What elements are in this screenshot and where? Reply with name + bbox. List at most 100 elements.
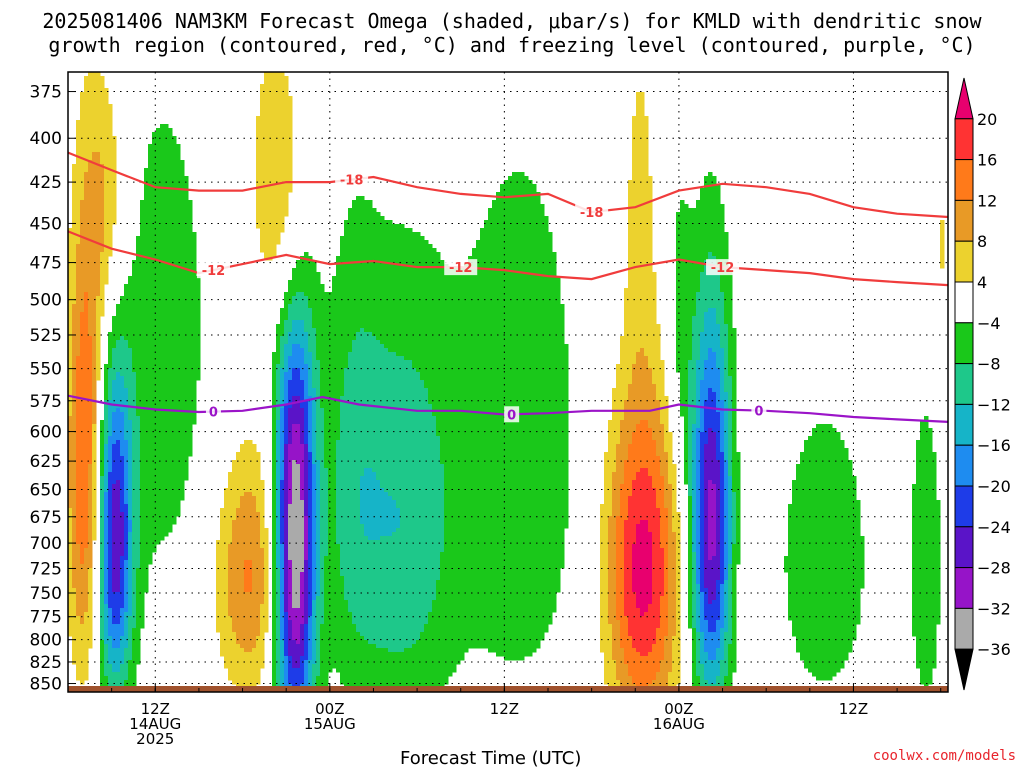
omega-cell bbox=[148, 300, 153, 305]
omega-cell bbox=[180, 344, 185, 349]
omega-cell bbox=[116, 464, 121, 469]
omega-cell bbox=[168, 232, 173, 237]
omega-cell bbox=[176, 484, 181, 489]
omega-cell bbox=[288, 460, 293, 465]
omega-cell bbox=[236, 504, 241, 509]
omega-cell bbox=[236, 572, 241, 577]
omega-cell bbox=[76, 440, 81, 445]
omega-cell bbox=[284, 448, 289, 453]
omega-cell bbox=[132, 388, 137, 393]
omega-cell bbox=[264, 216, 269, 221]
omega-cell bbox=[244, 544, 249, 549]
omega-cell bbox=[272, 524, 277, 529]
omega-cell bbox=[124, 292, 129, 297]
omega-cell bbox=[160, 124, 165, 129]
omega-cell bbox=[220, 544, 225, 549]
omega-cell bbox=[76, 384, 81, 389]
omega-cell bbox=[92, 76, 97, 81]
omega-cell bbox=[76, 600, 81, 605]
omega-cell bbox=[180, 212, 185, 217]
omega-cell bbox=[72, 340, 77, 345]
omega-cell bbox=[100, 232, 105, 237]
omega-cell bbox=[92, 244, 97, 249]
omega-cell bbox=[164, 384, 169, 389]
omega-cell bbox=[84, 224, 89, 229]
omega-cell bbox=[132, 328, 137, 333]
omega-cell bbox=[120, 436, 125, 441]
omega-cell bbox=[280, 548, 285, 553]
omega-cell bbox=[156, 400, 161, 405]
omega-cell bbox=[292, 480, 297, 485]
omega-cell bbox=[148, 172, 153, 177]
omega-cell bbox=[164, 184, 169, 189]
omega-cell bbox=[84, 564, 89, 569]
omega-cell bbox=[284, 608, 289, 613]
omega-cell bbox=[160, 208, 165, 213]
omega-cell bbox=[284, 124, 289, 129]
omega-cell bbox=[148, 152, 153, 157]
omega-cell bbox=[144, 244, 149, 249]
omega-cell bbox=[108, 596, 113, 601]
omega-cell bbox=[100, 420, 105, 425]
omega-cell bbox=[164, 500, 169, 505]
omega-cell bbox=[124, 612, 129, 617]
omega-cell bbox=[72, 592, 77, 597]
omega-cell bbox=[84, 504, 89, 509]
omega-cell bbox=[240, 548, 245, 553]
omega-cell bbox=[100, 312, 105, 317]
omega-cell bbox=[152, 276, 157, 281]
omega-cell bbox=[272, 120, 277, 125]
omega-cell bbox=[104, 364, 109, 369]
omega-cell bbox=[88, 120, 93, 125]
omega-cell bbox=[132, 596, 137, 601]
omega-cell bbox=[108, 152, 113, 157]
omega-cell bbox=[96, 296, 101, 301]
omega-cell bbox=[84, 388, 89, 393]
omega-cell bbox=[68, 264, 73, 269]
omega-cell bbox=[252, 604, 257, 609]
omega-cell bbox=[88, 596, 93, 601]
omega-cell bbox=[120, 596, 125, 601]
omega-cell bbox=[136, 544, 141, 549]
omega-cell bbox=[284, 540, 289, 545]
omega-cell bbox=[276, 504, 281, 509]
omega-cell bbox=[104, 456, 109, 461]
omega-cell bbox=[168, 448, 173, 453]
omega-cell bbox=[112, 508, 117, 513]
omega-cell bbox=[184, 460, 189, 465]
omega-cell bbox=[76, 348, 81, 353]
omega-cell bbox=[120, 344, 125, 349]
omega-cell bbox=[152, 200, 157, 205]
omega-cell bbox=[168, 224, 173, 229]
omega-cell bbox=[292, 524, 297, 529]
omega-cell bbox=[176, 420, 181, 425]
omega-cell bbox=[252, 588, 257, 593]
omega-cell bbox=[280, 440, 285, 445]
omega-cell bbox=[236, 552, 241, 557]
omega-cell bbox=[176, 172, 181, 177]
omega-cell bbox=[88, 240, 93, 245]
omega-cell bbox=[80, 300, 85, 305]
omega-cell bbox=[268, 72, 273, 77]
omega-cell bbox=[280, 340, 285, 345]
omega-cell bbox=[248, 604, 253, 609]
omega-cell bbox=[240, 584, 245, 589]
omega-cell bbox=[140, 216, 145, 221]
omega-cell bbox=[104, 196, 109, 201]
omega-cell bbox=[92, 92, 97, 97]
omega-cell bbox=[256, 528, 261, 533]
omega-cell bbox=[96, 112, 101, 117]
omega-cell bbox=[100, 564, 105, 569]
omega-cell bbox=[188, 392, 193, 397]
omega-cell bbox=[108, 488, 113, 493]
omega-cell bbox=[116, 536, 121, 541]
omega-cell bbox=[80, 464, 85, 469]
omega-cell bbox=[292, 412, 297, 417]
omega-cell bbox=[116, 664, 121, 669]
omega-cell bbox=[272, 588, 277, 593]
omega-cell bbox=[104, 512, 109, 517]
omega-cell bbox=[108, 160, 113, 165]
omega-cell bbox=[248, 596, 253, 601]
omega-cell bbox=[140, 556, 145, 561]
omega-cell bbox=[256, 584, 261, 589]
